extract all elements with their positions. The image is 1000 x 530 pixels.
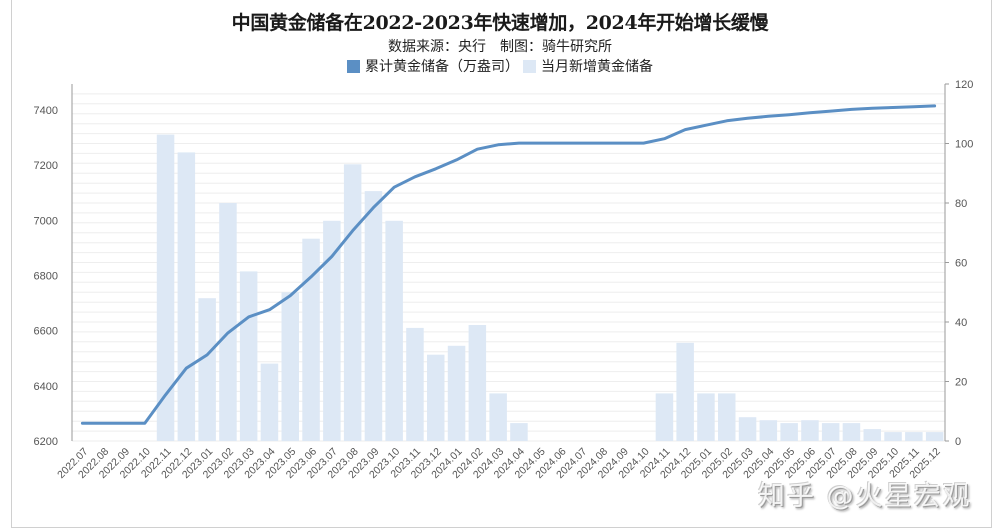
- left-tick-label: 6600: [34, 326, 58, 338]
- bar-2024.02: [468, 325, 487, 441]
- bar-2025.11: [905, 432, 923, 441]
- bar-2023.03: [239, 271, 258, 441]
- left-tick-label: 6400: [34, 381, 58, 393]
- bar-2025.09: [863, 429, 881, 441]
- chart-subtitle: 数据来源：央行 制图：骑牛研究所: [388, 39, 612, 55]
- right-tick-label: 80: [955, 198, 967, 210]
- right-tick-label: 40: [955, 317, 967, 329]
- bar-2025.03: [738, 417, 757, 441]
- left-tick-label: 6200: [34, 436, 58, 448]
- bar-2025.12: [925, 432, 944, 441]
- bar-2023.10: [385, 220, 403, 441]
- bar-2023.09: [364, 191, 383, 441]
- bar-2022.11: [156, 134, 175, 441]
- right-tick-label: 0: [955, 436, 961, 448]
- right-tick-label: 60: [955, 258, 967, 270]
- legend-swatch-line: [347, 59, 360, 73]
- bar-2025.06: [801, 420, 819, 441]
- legend-label-cumulative: 累计黄金储备（万盎司）: [365, 59, 519, 75]
- bar-2023.07: [323, 220, 341, 441]
- right-tick-label: 100: [955, 139, 973, 151]
- bar-2025.05: [780, 423, 798, 441]
- chart-title: 中国黄金储备在2022-2023年快速增加，2024年开始增长缓慢: [231, 12, 769, 34]
- legend-item-cumulative[interactable]: 累计黄金储备（万盎司）: [347, 56, 519, 76]
- bar-2025.01: [697, 393, 715, 441]
- bar-2023.06: [302, 238, 320, 441]
- bar-2024.01: [447, 345, 466, 441]
- watermark: 知乎 @火星宏观: [758, 481, 972, 512]
- bar-2024.12: [676, 342, 694, 441]
- chart-frame: [11, 0, 992, 528]
- right-tick-label: 20: [955, 377, 967, 389]
- bar-2025.02: [718, 393, 736, 441]
- cumulative-line: [80, 104, 937, 425]
- bar-2025.10: [884, 432, 902, 441]
- bar-2023.12: [427, 354, 445, 441]
- bar-2024.03: [489, 393, 507, 441]
- bar-2025.04: [759, 420, 778, 441]
- left-tick-label: 6800: [34, 271, 58, 283]
- bar-2024.11: [655, 393, 674, 441]
- bar-2023.05: [281, 292, 299, 442]
- legend-item-monthly[interactable]: 当月新增黄金储备: [523, 56, 653, 76]
- left-tick-label: 7200: [34, 160, 58, 172]
- chart-legend: 累计黄金储备（万盎司） 当月新增黄金储备: [0, 56, 1000, 76]
- bar-2024.04: [510, 423, 528, 441]
- bar-2023.01: [198, 298, 216, 441]
- legend-swatch-bar: [523, 59, 536, 73]
- bar-2023.08: [343, 164, 362, 442]
- left-tick-label: 7000: [34, 215, 58, 227]
- bar-2022.12: [177, 152, 196, 441]
- bar-2025.07: [821, 423, 840, 441]
- right-tick-label: 120: [955, 79, 973, 91]
- legend-label-monthly: 当月新增黄金储备: [541, 59, 653, 75]
- left-tick-label: 7400: [34, 105, 58, 117]
- bar-2023.02: [219, 203, 237, 441]
- bar-2023.11: [406, 327, 424, 441]
- bar-2023.04: [260, 363, 279, 441]
- bar-2025.08: [842, 423, 861, 441]
